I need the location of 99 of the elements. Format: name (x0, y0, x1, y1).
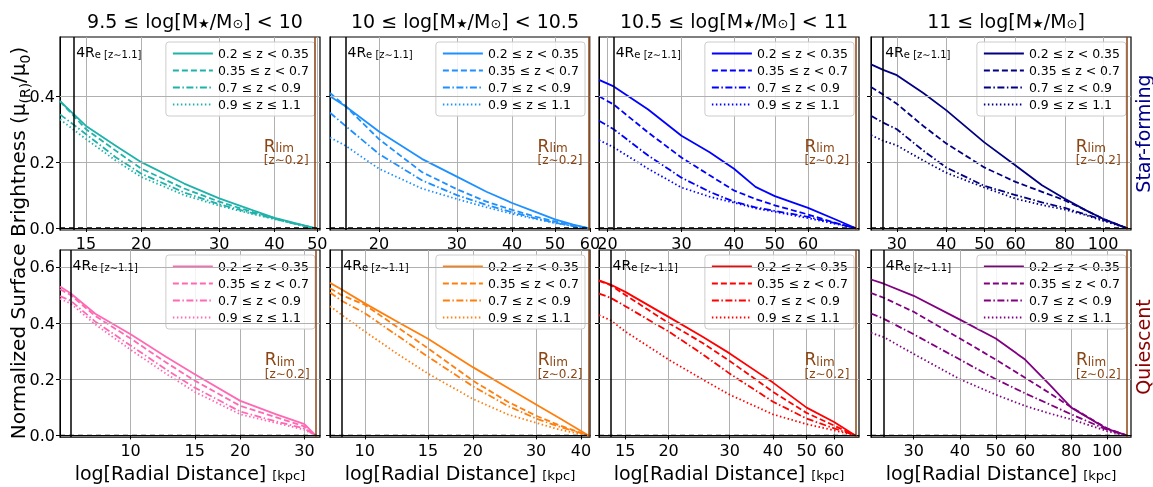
x-tick-label: 50 (974, 233, 995, 253)
legend-label: 0.35 ≤ z < 0.7 (487, 276, 580, 291)
y-tick-label: 0.2 (29, 369, 55, 389)
x-tick-label: 10 (354, 440, 375, 460)
chart-title: 10 ≤ log[M★/M⊙] < 10.5 (350, 9, 579, 32)
legend-label: 0.9 ≤ z ≤ 1.1 (487, 97, 572, 112)
legend-label: 0.9 ≤ z ≤ 1.1 (487, 310, 572, 325)
x-tick-label: 15 (417, 440, 439, 460)
x-tick-label: 80 (1061, 440, 1082, 460)
x-tick-label: 30 (719, 440, 740, 460)
x-tick-label: 30 (209, 233, 230, 253)
ref-line-label: Rlim [z∼0.2] (263, 135, 309, 168)
x-tick-label: 20 (230, 440, 251, 460)
x-tick-label: 40 (501, 233, 523, 253)
legend-label: 0.7 ≤ z < 0.9 (217, 293, 302, 308)
legend-label: 0.35 ≤ z < 0.7 (217, 63, 310, 78)
legend-label: 0.9 ≤ z ≤ 1.1 (1028, 97, 1113, 112)
legend-label: 0.35 ≤ z < 0.7 (487, 63, 580, 78)
x-tick-label: 60 (1005, 233, 1026, 253)
ref-line-label: 4Re [z∼1.1] (76, 44, 142, 60)
chart-title: 9.5 ≤ log[M★/M⊙] < 10 (87, 9, 303, 32)
x-tick-label: 50 (307, 233, 328, 253)
x-tick-label: 60 (823, 440, 845, 460)
legend-label: 0.7 ≤ z < 0.9 (487, 293, 572, 308)
ref-line-label: Rlim [z∼0.2] (537, 135, 583, 168)
y-tick-label: 0.2 (29, 152, 55, 172)
x-tick-label: 15 (75, 233, 97, 253)
x-tick-label: 30 (886, 233, 908, 253)
x-tick-label: 20 (131, 233, 152, 253)
x-tick-label: 40 (949, 440, 971, 460)
legend-label: 0.2 ≤ z < 0.35 (1028, 46, 1121, 61)
legend-label: 0.9 ≤ z ≤ 1.1 (756, 97, 841, 112)
ref-line-label: Rlim [z∼0.2] (537, 349, 583, 381)
x-tick-label: 30 (903, 440, 924, 460)
chart-title: 11 ≤ log[M★/M⊙] (927, 9, 1085, 32)
x-tick-label: 40 (762, 440, 784, 460)
x-axis-title: log[Radial Distance] [kpc] (344, 461, 576, 484)
y-tick-label: 0.4 (29, 313, 55, 333)
ref-line-label: 4Re [z∼1.1] (612, 257, 678, 273)
x-tick-label: 30 (525, 440, 547, 460)
chart-title: 10.5 ≤ log[M★/M⊙] < 11 (620, 9, 848, 32)
ref-line-label: Rlim [z∼0.2] (804, 349, 850, 381)
x-tick-label: 40 (935, 233, 957, 253)
x-tick-label: 50 (544, 233, 566, 253)
x-tick-label: 20 (462, 440, 484, 460)
legend-label: 0.7 ≤ z < 0.9 (1028, 293, 1113, 308)
x-tick-label: 30 (446, 233, 468, 253)
x-tick-label: 30 (294, 440, 315, 460)
ref-line-label: 4Re [z∼1.1] (343, 257, 409, 273)
legend-label: 0.35 ≤ z < 0.7 (217, 276, 310, 291)
x-tick-label: 20 (658, 440, 679, 460)
legend-label: 0.7 ≤ z < 0.9 (217, 80, 302, 95)
y-tick-label: 0.6 (29, 257, 55, 277)
ref-line-label: 4Re [z∼1.1] (885, 44, 951, 60)
x-axis-title: log[Radial Distance] [kpc] (885, 461, 1117, 484)
legend-label: 0.9 ≤ z ≤ 1.1 (1028, 310, 1113, 325)
ref-line-label: 4Re [z∼1.1] (72, 257, 138, 273)
x-axis-title: log[Radial Distance] [kpc] (74, 461, 306, 484)
x-tick-label: 20 (368, 233, 390, 253)
legend-label: 0.9 ≤ z ≤ 1.1 (756, 310, 841, 325)
x-tick-label: 40 (723, 233, 745, 253)
legend-label: 0.7 ≤ z < 0.9 (756, 293, 841, 308)
x-tick-label: 60 (797, 233, 819, 253)
x-tick-label: 10 (120, 440, 141, 460)
legend-label: 0.35 ≤ z < 0.7 (1028, 276, 1121, 291)
ref-line-label: 4Re [z∼1.1] (347, 44, 413, 60)
legend-label: 0.7 ≤ z < 0.9 (1028, 80, 1113, 95)
y-tick-label: 0.0 (29, 425, 55, 445)
legend-label: 0.2 ≤ z < 0.35 (756, 46, 849, 61)
legend-label: 0.35 ≤ z < 0.7 (756, 276, 849, 291)
ref-line-label: 4Re [z∼1.1] (885, 257, 952, 273)
ref-line-label: Rlim [z∼0.2] (264, 349, 310, 381)
legend-label: 0.35 ≤ z < 0.7 (1028, 63, 1121, 78)
x-tick-label: 20 (597, 233, 618, 253)
x-tick-label: 30 (671, 233, 692, 253)
x-tick-label: 50 (796, 440, 817, 460)
x-tick-label: 100 (1087, 233, 1119, 253)
legend-label: 0.2 ≤ z < 0.35 (487, 46, 580, 61)
x-tick-label: 100 (1091, 440, 1123, 460)
ref-line-label: Rlim [z∼0.2] (804, 135, 850, 168)
x-tick-label: 50 (764, 233, 785, 253)
legend-label: 0.35 ≤ z < 0.7 (756, 63, 849, 78)
legend-label: 0.2 ≤ z < 0.35 (217, 46, 310, 61)
y2-axis-title: Quiescent (1132, 299, 1153, 395)
x-tick-label: 60 (1014, 440, 1036, 460)
x-tick-label: 15 (184, 440, 205, 460)
x-tick-label: 80 (1054, 233, 1076, 253)
x-tick-label: 40 (264, 233, 285, 253)
legend-label: 0.7 ≤ z < 0.9 (756, 80, 841, 95)
ref-line-label: Rlim [z∼0.2] (1075, 349, 1121, 381)
legend-label: 0.7 ≤ z < 0.9 (487, 80, 572, 95)
ref-line-label: Rlim [z∼0.2] (1075, 135, 1121, 168)
ref-line-label: 4Re [z∼1.1] (615, 44, 682, 60)
x-tick-label: 50 (985, 440, 1006, 460)
legend-label: 0.9 ≤ z ≤ 1.1 (217, 310, 302, 325)
x-tick-label: 15 (615, 440, 636, 460)
x-tick-label: 40 (570, 440, 592, 460)
legend-label: 0.9 ≤ z ≤ 1.1 (217, 97, 302, 112)
x-axis-title: log[Radial Distance] [kpc] (613, 461, 845, 484)
